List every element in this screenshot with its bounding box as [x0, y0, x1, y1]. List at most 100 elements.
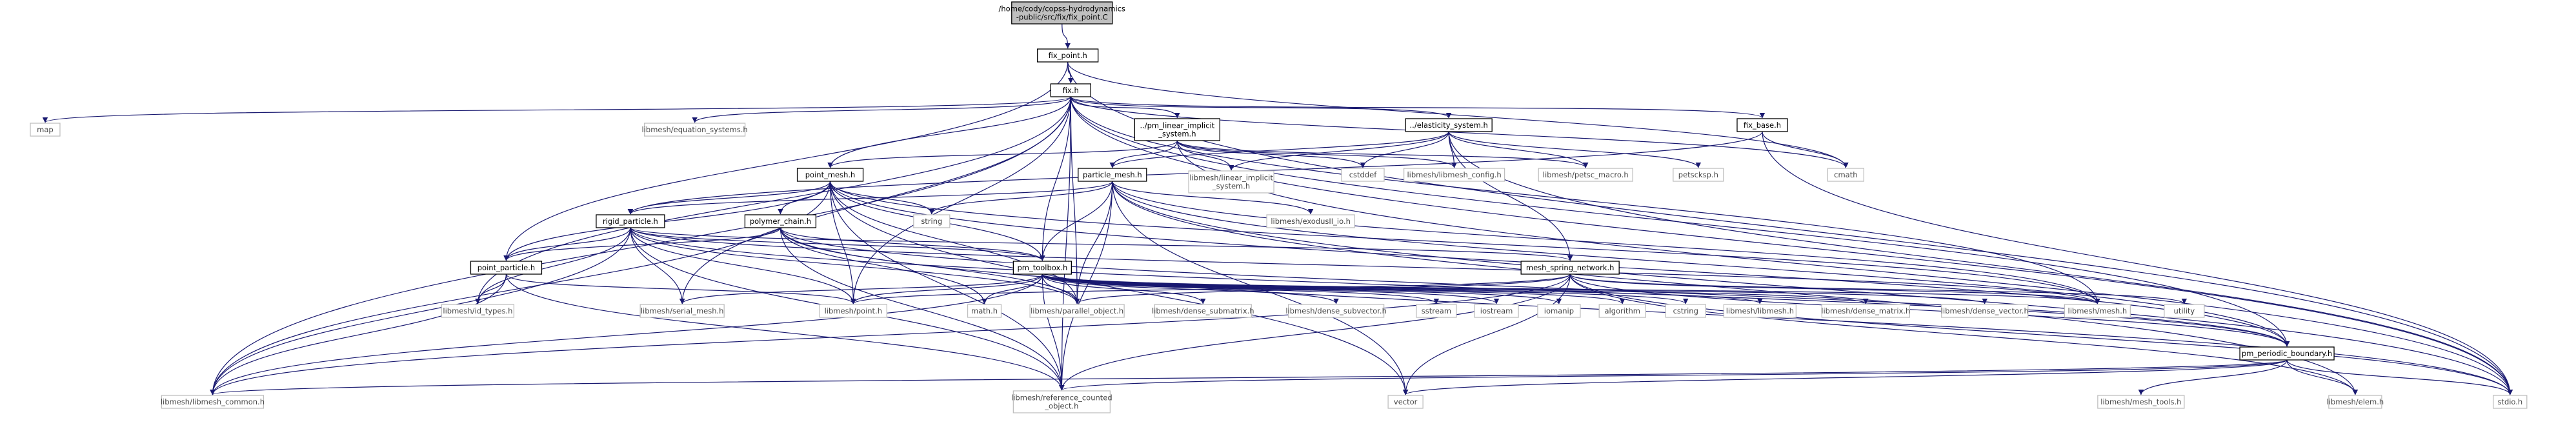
- node-box: [1078, 168, 1147, 182]
- node-fix-point-c[interactable]: /home/cody/copss-hydrodynamics-public/sr…: [999, 1, 1126, 25]
- edge-pm_periodic_boundary-to-vector: [1403, 359, 2288, 395]
- node-label: libmesh/dense_submatrix.h: [1152, 306, 1254, 315]
- node-label: string: [921, 217, 942, 226]
- node-label: _object.h: [1044, 402, 1078, 411]
- edge-rigid_particle-to-point: [630, 227, 856, 304]
- edge-rigid_particle-to-libmesh_common: [210, 227, 631, 395]
- edge-pm_periodic_boundary-to-reference_counted: [1059, 359, 2288, 391]
- edge-fix_point_h-to-point_particle: [503, 61, 1069, 261]
- dependency-edges: [43, 23, 2513, 395]
- node-algorithm: algorithm: [1598, 304, 1646, 318]
- node-label: iomanip: [1544, 306, 1574, 315]
- node-box: [1188, 170, 1274, 194]
- node-label: fix_base.h: [1744, 121, 1781, 130]
- node-box: [1387, 395, 1424, 409]
- edge-fix_point_h-to-cmath: [1067, 61, 1849, 168]
- node-box: [2097, 395, 2185, 409]
- node-fix-base[interactable]: fix_base.h: [1736, 118, 1788, 132]
- node-reference-counted: libmesh/reference_counted_object.h: [1011, 390, 1112, 413]
- edge-fix_h-to-equation_systems: [692, 96, 1071, 123]
- edge-fix_h-to-pm_linear_implicit_system: [1070, 96, 1180, 119]
- edge-mesh_spring_network-to-libmesh_common: [210, 273, 1571, 395]
- node-label: ../elasticity_system.h: [1410, 121, 1488, 130]
- edge-fix_h-to-point_mesh: [827, 96, 1071, 168]
- node-parallel-object: libmesh/parallel_object.h: [1029, 304, 1125, 318]
- node-pm-linear-implicit-system[interactable]: ../pm_linear_implicit_system.h: [1134, 118, 1221, 141]
- edge-mesh_spring_network-to-elem: [1569, 273, 2358, 395]
- node-box: [1673, 168, 1724, 182]
- node-polymer-chain[interactable]: polymer_chain.h: [744, 214, 817, 228]
- node-box: [1029, 304, 1125, 318]
- edge-elasticity_system-to-stdio: [1448, 131, 2513, 395]
- node-rigid-particle[interactable]: rigid_particle.h: [596, 214, 665, 228]
- node-mesh-spring-network[interactable]: mesh_spring_network.h: [1520, 261, 1620, 275]
- edge-fix_h-to-elasticity_system: [1070, 96, 1452, 119]
- edge-mesh_spring_network-to-utility: [1569, 273, 2187, 304]
- node-elasticity-system[interactable]: ../elasticity_system.h: [1405, 118, 1493, 132]
- edge-mesh_spring_network-to-pm_periodic_boundary: [1569, 273, 2290, 347]
- edge-particle_mesh-to-pm_periodic_boundary: [1112, 181, 2290, 347]
- node-box: [1266, 214, 1355, 228]
- edge-fix_h-to-parallel_object: [1070, 96, 1080, 304]
- edge-pm_toolbox-to-dense_matrix: [1041, 273, 1869, 304]
- node-label: polymer_chain.h: [750, 217, 811, 226]
- node-label: libmesh/reference_counted: [1011, 393, 1112, 402]
- edge-pm_toolbox-to-iostream: [1041, 273, 1500, 304]
- edge-pm_toolbox-to-point: [850, 273, 1043, 304]
- node-box: [1134, 118, 1221, 141]
- edge-pm_toolbox-to-sstream: [1041, 273, 1439, 304]
- node-box: [1598, 304, 1646, 318]
- node-fix-point-h[interactable]: fix_point.h: [1037, 48, 1099, 63]
- edge-point_mesh-to-mesh: [829, 181, 2100, 304]
- node-label: _system.h: [1158, 130, 1196, 139]
- edge-point_mesh-to-vector: [829, 181, 1409, 395]
- edge-point_particle-to-reference_counted: [505, 273, 1065, 391]
- node-box: [744, 214, 817, 228]
- node-label: /home/cody/copss-hydrodynamics: [999, 5, 1126, 14]
- node-label: math.h: [971, 306, 998, 315]
- node-string: string: [913, 214, 951, 228]
- node-pm-toolbox[interactable]: pm_toolbox.h: [1012, 261, 1072, 275]
- node-box: [441, 304, 515, 318]
- edge-point_particle-to-libmesh_common: [210, 273, 507, 395]
- node-serial-mesh: libmesh/serial_mesh.h: [639, 304, 725, 318]
- edge-pm_linear_implicit_system-to-libmesh_config: [1176, 140, 1457, 168]
- node-fix-h[interactable]: fix.h: [1050, 83, 1091, 97]
- edge-particle_mesh-to-reference_counted: [1059, 181, 1113, 391]
- node-label: libmesh/petsc_macro.h: [1543, 170, 1629, 179]
- node-pm-periodic-boundary[interactable]: pm_periodic_boundary.h: [2239, 346, 2335, 361]
- node-box: [796, 168, 864, 182]
- node-box: [30, 123, 61, 137]
- node-label: ../pm_linear_implicit: [1140, 121, 1214, 130]
- node-utility: utility: [2164, 304, 2205, 318]
- node-label: pm_toolbox.h: [1017, 263, 1067, 272]
- edge-pm_toolbox-to-dense_submatrix: [1041, 273, 1206, 304]
- node-label: point_mesh.h: [805, 170, 856, 179]
- edge-pm_linear_implicit_system-to-cstddef: [1176, 140, 1366, 168]
- edge-fix_point_h-to-stdio: [1067, 61, 2513, 395]
- node-box: [2164, 304, 2205, 318]
- edge-mesh_spring_network-to-parallel_object: [1074, 273, 1571, 304]
- node-particle-mesh[interactable]: particle_mesh.h: [1078, 168, 1147, 182]
- node-box: [643, 123, 746, 137]
- edge-polymer_chain-to-pm_toolbox: [780, 227, 1045, 261]
- edge-rigid_particle-to-pm_toolbox: [630, 227, 1045, 261]
- edge-rigid_particle-to-serial_mesh: [630, 227, 685, 304]
- edge-point_mesh-to-point: [829, 181, 856, 304]
- node-label: libmesh/libmesh_common.h: [161, 397, 265, 406]
- node-label: libmesh/linear_implicit: [1189, 174, 1273, 183]
- node-label: libmesh/elem.h: [2327, 397, 2384, 406]
- node-libmesh: libmesh/libmesh.h: [1723, 304, 1797, 318]
- node-box: [1050, 83, 1091, 97]
- node-point-mesh[interactable]: point_mesh.h: [796, 168, 864, 182]
- edge-fix_h-to-cmath: [1070, 96, 1849, 168]
- edge-mesh_spring_network-to-vector: [1402, 273, 1571, 395]
- node-point-particle[interactable]: point_particle.h: [470, 261, 543, 275]
- node-cstddef: cstddef: [1341, 168, 1385, 182]
- edge-fix_base-to-cmath: [1762, 131, 1849, 168]
- node-cmath: cmath: [1827, 168, 1864, 182]
- edge-point_mesh-to-parallel_object: [829, 181, 1080, 304]
- node-dense-vector: libmesh/dense_vector.h: [1941, 304, 2029, 318]
- edge-elasticity_system-to-petsc_macro: [1448, 131, 1589, 168]
- edge-pm_toolbox-to-reference_counted: [1041, 273, 1065, 391]
